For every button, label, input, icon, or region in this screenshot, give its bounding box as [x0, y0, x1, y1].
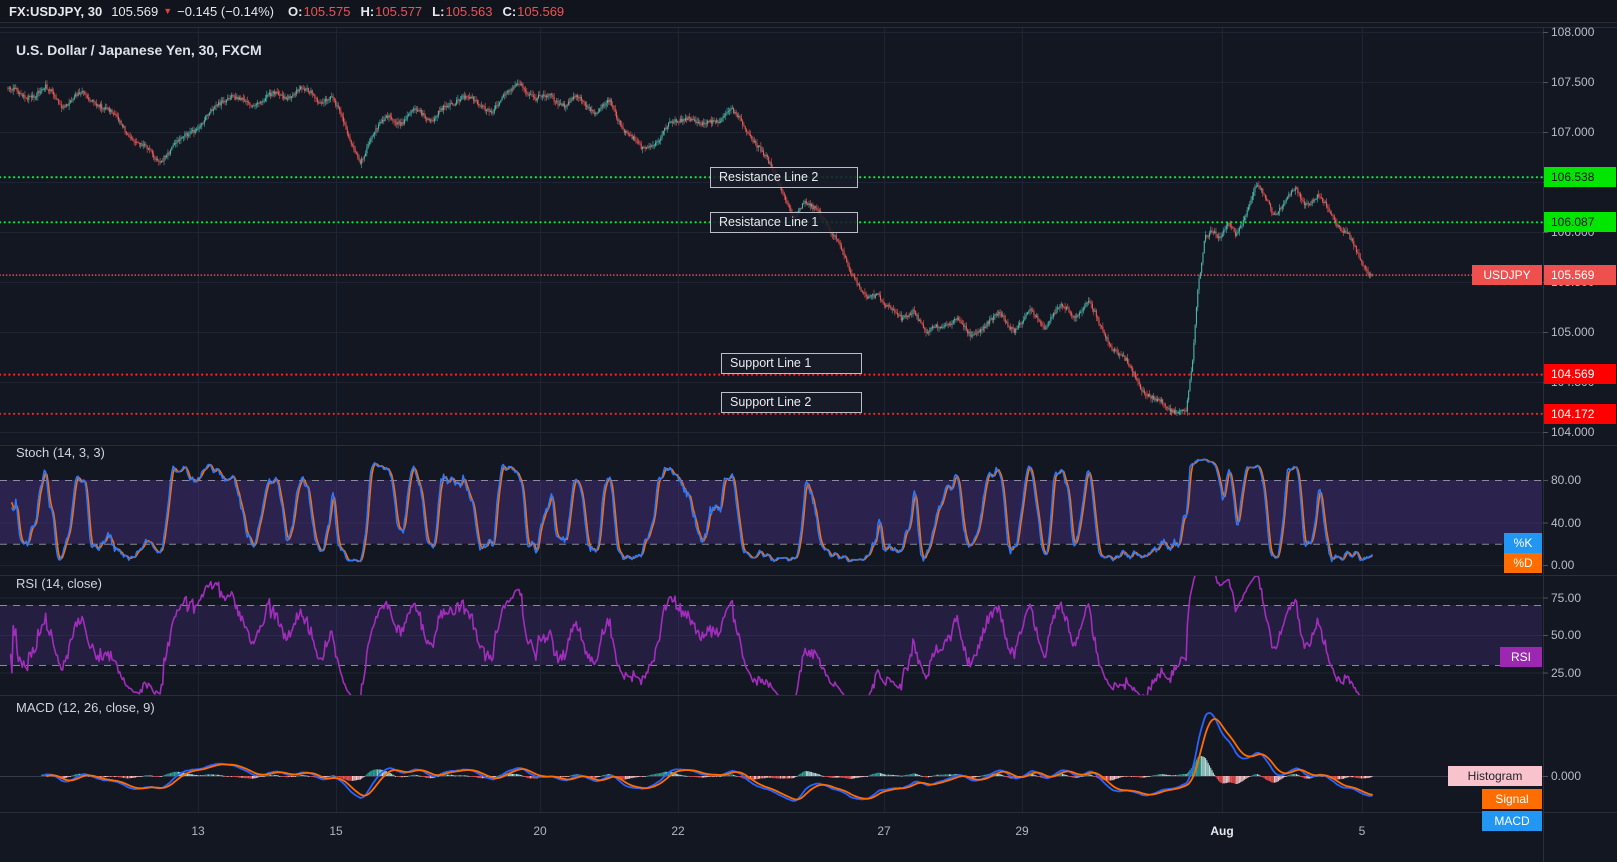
- time-axis-label: 5: [1358, 824, 1366, 838]
- time-axis-label: 27: [877, 824, 891, 838]
- time-axis-label: 20: [533, 824, 547, 838]
- stoch-axis-label: 40.00: [1551, 515, 1582, 530]
- price-axis-label: 104.000: [1551, 425, 1595, 439]
- stoch-axis-label: 0.00: [1551, 558, 1575, 572]
- time-axis-label: 29: [1015, 824, 1029, 838]
- open-label: O:: [287, 3, 303, 19]
- macd-signal-badge: Signal: [1482, 789, 1542, 809]
- rsi-axis-label: 50.00: [1551, 628, 1582, 642]
- macd-panel-title[interactable]: MACD (12, 26, close, 9): [16, 700, 155, 715]
- low-label: L:: [432, 3, 445, 19]
- price-axis-label: 107.500: [1551, 75, 1595, 89]
- macd-line-badge: MACD: [1482, 811, 1542, 831]
- stoch-d-badge: %D: [1504, 553, 1542, 573]
- price-line-symbol-badge: USDJPY: [1472, 265, 1542, 285]
- open-value: 105.575: [303, 3, 351, 19]
- rsi-axis-label: 25.00: [1551, 665, 1582, 680]
- macd-axis-label: 0.000: [1551, 769, 1582, 783]
- price-axis-label: 108.000: [1551, 25, 1595, 39]
- rsi-axis-label: 75.00: [1551, 590, 1582, 605]
- resistance-1-price-badge: 106.087: [1544, 212, 1616, 232]
- support-line-2-label[interactable]: Support Line 2: [721, 392, 862, 413]
- stoch-axis-label: 80.00: [1551, 473, 1582, 487]
- macd-histogram-badge: Histogram: [1448, 766, 1542, 786]
- time-axis-label: 15: [329, 824, 343, 838]
- close-value: 105.569: [517, 3, 565, 19]
- support-2-price-badge: 104.172: [1544, 404, 1616, 424]
- rsi-panel-title[interactable]: RSI (14, close): [16, 576, 102, 591]
- price-axis-label: 105.000: [1551, 325, 1595, 339]
- rsi-badge: RSI: [1500, 647, 1542, 667]
- symbol-info-bar: FX:USDJPY, 30 105.569 ▼ −0.145 (−0.14%) …: [0, 0, 1617, 23]
- time-axis-label: 13: [191, 824, 205, 838]
- chart-title: U.S. Dollar / Japanese Yen, 30, FXCM: [16, 42, 262, 58]
- resistance-2-price-badge: 106.538: [1544, 167, 1616, 187]
- price-down-icon: ▼: [163, 6, 173, 16]
- low-value: 105.563: [445, 3, 493, 19]
- resistance-line-1-label[interactable]: Resistance Line 1: [710, 212, 858, 233]
- resistance-line-2-label[interactable]: Resistance Line 2: [710, 167, 858, 188]
- stoch-k-badge: %K: [1504, 533, 1542, 553]
- time-axis-label: 22: [671, 824, 685, 838]
- high-label: H:: [360, 3, 375, 19]
- stoch-panel-title[interactable]: Stoch (14, 3, 3): [16, 445, 105, 460]
- support-line-1-label[interactable]: Support Line 1: [721, 353, 862, 374]
- close-label: C:: [502, 3, 517, 19]
- high-value: 105.577: [375, 3, 423, 19]
- time-axis-label: Aug: [1210, 824, 1234, 838]
- price-change: −0.145 (−0.14%): [177, 3, 274, 19]
- symbol-name[interactable]: FX:USDJPY, 30: [9, 3, 103, 19]
- last-price-badge: 105.569: [1544, 265, 1616, 285]
- price-axis-label: 107.000: [1551, 125, 1595, 139]
- support-1-price-badge: 104.569: [1544, 364, 1616, 384]
- last-price: 105.569: [111, 3, 159, 19]
